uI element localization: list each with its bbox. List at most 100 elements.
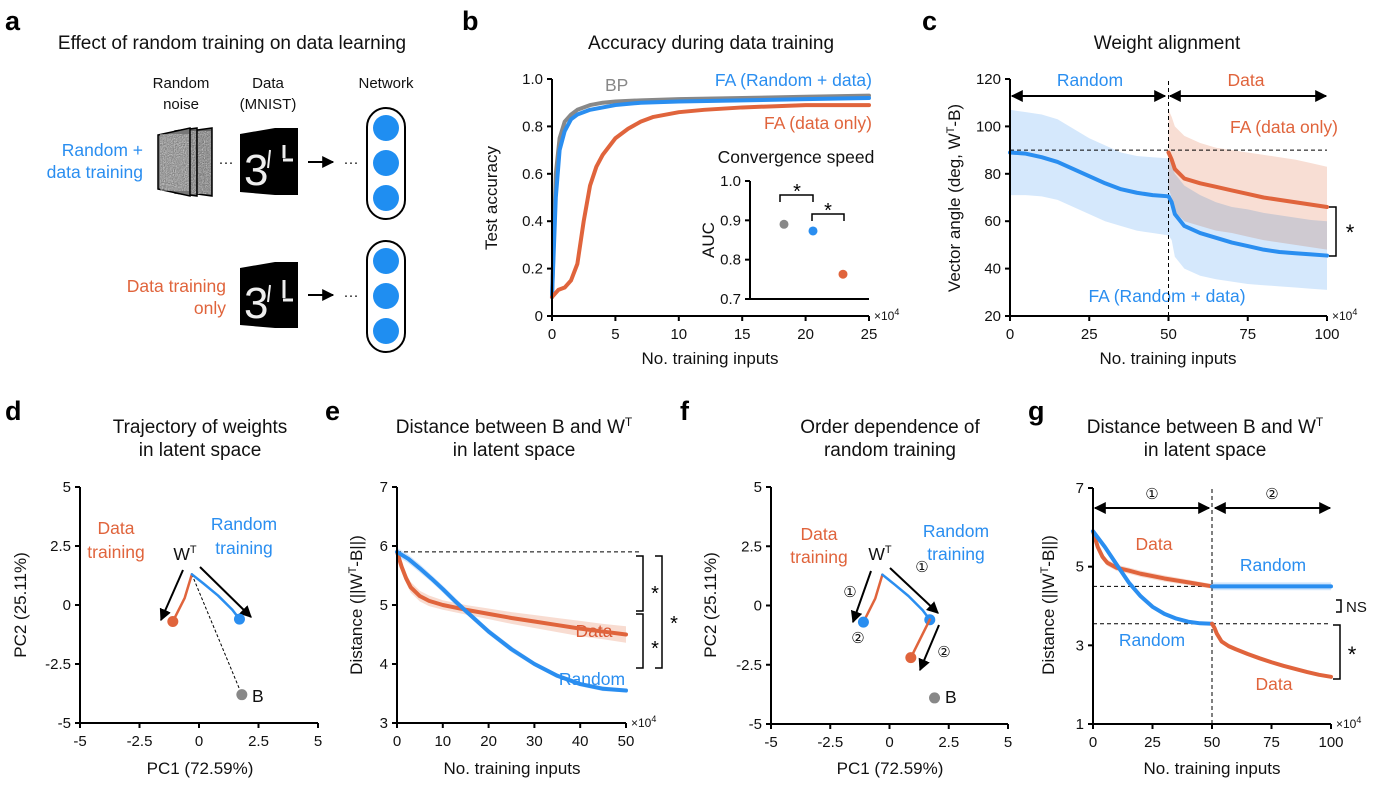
y-tick-label: 60 [984,213,1001,230]
x-tick-label: 20 [480,733,497,750]
y-axis-label: PC2 (25.11%) [701,552,720,658]
auc-point [838,269,848,279]
column-label-network: Network [358,75,414,92]
chart-title: Distance between B and WT [1087,415,1324,438]
significance-bracket [779,194,845,221]
column-label-random-noise: noise [163,96,199,113]
series-line [550,103,871,300]
x-tick-label: 50 [1204,734,1221,751]
auc-point [779,219,789,229]
chart-title: Weight alignment [1094,33,1241,54]
series-label-random-training: Random [923,521,989,541]
x-axis-label: No. training inputs [641,349,778,368]
y-tick-label: 4 [380,656,388,673]
y-tick-label: 100 [976,118,1001,135]
column-label-data: (MNIST) [240,96,297,113]
inset-y-tick-label: 0.8 [720,252,741,269]
step-label: ① [843,584,856,601]
trajectory-endpoint [167,616,179,628]
x-tick-label: 25 [861,326,878,343]
series-label-data-training: training [790,547,847,567]
y-axis-label: Test accuracy [482,146,501,250]
series-line [881,573,932,621]
column-label-random-noise: Random [153,75,210,92]
x-tick-label: 25 [1144,734,1161,751]
y-axis-label: Distance (||WT-B||) [1039,535,1058,675]
row-label-data-only: Data training [127,276,226,296]
x-tick-label: 20 [797,326,814,343]
plot-layer: 0 5 10 15 20 2500.20.40.60.81.0×1040.70.80.91… [45,71,1361,751]
multiplier-base: ×10 [631,716,652,730]
panel-title: Effect of random training on data learni… [58,33,406,54]
x-axis-multiplier: ×104 [874,307,899,323]
y-tick-label: -2.5 [736,657,762,674]
chart-title: in latent space [139,440,262,461]
x-tick-label: 0 [1006,326,1014,343]
x-tick-label: -2.5 [127,733,153,750]
y-tick-label: 6 [380,538,388,555]
target-label-b: B [252,686,264,706]
y-tick-label: 0 [63,597,71,614]
x-tick-label: 30 [526,733,543,750]
series-label-fa-random-data: FA (Random + data) [1088,286,1245,306]
series-line [1008,150,1329,258]
y-tick-label: 3 [380,715,388,732]
inset-y-tick-label: 1.0 [720,173,741,190]
series-line [862,573,884,624]
row-label-data-only: only [194,298,226,318]
column-label-data: Data [252,75,284,92]
target-point [236,689,248,701]
x-axis-label: No. training inputs [443,759,580,778]
multiplier-exponent: 4 [651,714,656,724]
x-axis-multiplier: ×104 [1336,715,1361,731]
y-tick-label: 0.4 [522,213,543,230]
panel-a: a Effect of random training on data lear… [5,6,414,353]
row-label-random-data: data training [47,162,143,182]
series-line [909,618,932,659]
y-tick-label: 5 [1076,559,1084,576]
series-label-bp: BP [605,75,628,95]
series-label-fa-data-only: FA (data only) [764,113,872,133]
panel-letter: a [5,6,21,36]
ellipsis: ··· [219,154,234,171]
y-tick-label: 7 [380,479,388,496]
x-tick-label: 40 [572,733,589,750]
series-label-fa-data-only: FA (data only) [1230,117,1338,137]
y-tick-label: 1 [1076,716,1084,733]
network-icon [366,107,406,220]
series-line [550,93,871,300]
ellipsis: ··· [344,287,359,304]
confidence-band [1168,109,1327,250]
x-tick-label: 0 [548,326,556,343]
series-label-data-training: Data [801,524,838,544]
significance-marker: * [1348,642,1357,667]
y-tick-label: 0 [754,598,762,615]
series-line [190,573,241,621]
significance-marker: * [670,613,678,635]
y-tick-label: 20 [984,308,1001,325]
y-tick-label: 40 [984,261,1001,278]
significance-marker: * [651,638,659,660]
x-tick-label: 0 [393,733,401,750]
y-tick-label: 0.8 [522,118,543,135]
panel-letter: d [5,396,22,426]
series-label-random: Random [1240,555,1306,575]
significance-bracket [1333,599,1342,680]
step-label: ② [937,644,950,661]
phase-label-random: Random [1057,70,1123,90]
y-tick-label: 2.5 [50,538,71,555]
chart-title: Distance between B and WT [396,415,633,438]
chart-title: random training [824,440,956,461]
panel-letter: b [462,6,479,36]
chart-title: Order dependence of [800,417,980,438]
trajectory-endpoint [905,652,917,664]
x-tick-label: 5 [611,326,619,343]
ellipsis: ··· [344,154,359,171]
random-noise-images [157,127,213,197]
y-tick-label: -2.5 [45,656,71,673]
y-tick-label: 3 [1076,637,1084,654]
series-label-random-training: training [927,544,984,564]
series-line [1091,529,1214,626]
